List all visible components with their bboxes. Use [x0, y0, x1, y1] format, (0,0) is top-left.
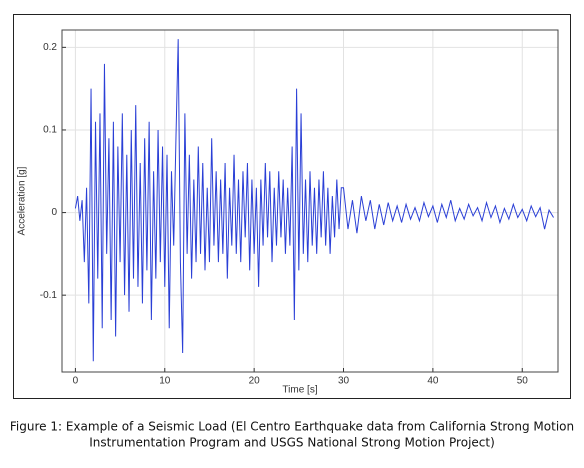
x-tick-label: 50 — [517, 376, 529, 387]
x-tick-label: 10 — [159, 376, 171, 387]
caption-line: Figure 1: Example of a Seismic Load (El … — [10, 420, 574, 434]
y-tick-label: 0.1 — [43, 125, 57, 136]
x-tick-label: 20 — [249, 376, 261, 387]
y-axis-label: Acceleration [g] — [17, 166, 28, 235]
plot-border — [61, 29, 559, 373]
data-line — [74, 39, 554, 362]
x-tick-label: 0 — [73, 376, 79, 387]
x-tick-label: 30 — [338, 376, 350, 387]
plot-area — [62, 30, 558, 372]
y-tick-label: 0.2 — [43, 42, 57, 53]
caption-line: Instrumentation Program and USGS Nationa… — [89, 436, 495, 450]
x-axis-label: Time [s] — [282, 385, 317, 396]
x-tick-label: 40 — [427, 376, 439, 387]
y-tick-label: -0.1 — [40, 290, 58, 301]
y-tick-label: 0 — [51, 207, 57, 218]
